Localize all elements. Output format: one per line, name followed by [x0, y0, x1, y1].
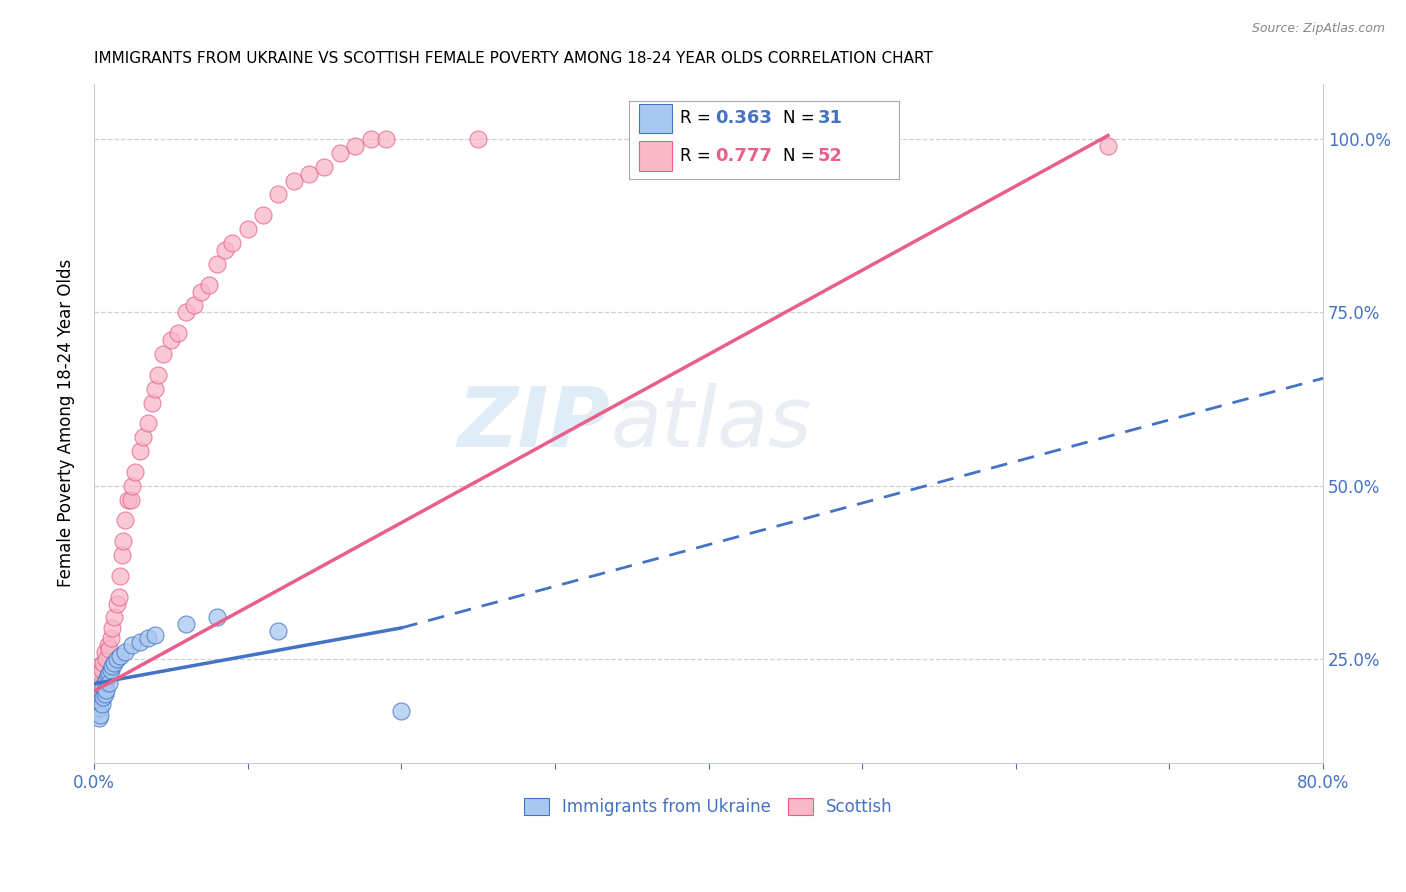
Text: Source: ZipAtlas.com: Source: ZipAtlas.com [1251, 22, 1385, 36]
Point [112, 534, 135, 549]
Point [183, 298, 205, 312]
Point [214, 243, 236, 257]
Point [121, 479, 143, 493]
Point [103, 610, 125, 624]
Point [91, 690, 114, 705]
Point [851, 132, 873, 146]
Point [100, 663, 122, 677]
Y-axis label: Female Poverty Among 18-24 Year Olds: Female Poverty Among 18-24 Year Olds [58, 260, 75, 588]
Point [93, 676, 115, 690]
Point [86, 663, 108, 677]
Point [221, 235, 243, 250]
Point [101, 621, 124, 635]
Point [121, 638, 143, 652]
Point [129, 444, 152, 458]
Point [98, 665, 121, 680]
Text: ZIP: ZIP [457, 383, 610, 464]
Point [159, 333, 181, 347]
Point [314, 160, 336, 174]
Point [114, 645, 136, 659]
Point [132, 430, 155, 444]
Point [108, 569, 131, 583]
Point [96, 683, 118, 698]
Point [145, 628, 167, 642]
Point [108, 648, 131, 663]
Point [190, 285, 212, 299]
Point [148, 368, 170, 382]
Point [87, 690, 110, 705]
Point [105, 597, 128, 611]
Point [89, 707, 111, 722]
Point [90, 663, 112, 677]
Point [93, 645, 115, 659]
Point [360, 132, 382, 146]
Point [120, 492, 142, 507]
Point [205, 257, 228, 271]
Point [252, 208, 274, 222]
Point [103, 656, 125, 670]
Point [89, 665, 111, 680]
Point [87, 711, 110, 725]
Point [267, 624, 290, 639]
Point [89, 700, 111, 714]
Point [110, 548, 132, 562]
Point [91, 656, 114, 670]
Point [84, 669, 107, 683]
Point [84, 704, 107, 718]
Point [141, 395, 163, 409]
Point [117, 492, 139, 507]
Point [129, 634, 152, 648]
Point [91, 680, 114, 694]
Point [96, 673, 118, 687]
Point [90, 697, 112, 711]
Legend: Immigrants from Ukraine, Scottish: Immigrants from Ukraine, Scottish [517, 791, 900, 822]
Point [97, 638, 120, 652]
Point [145, 382, 167, 396]
Point [90, 687, 112, 701]
Point [174, 617, 197, 632]
Point [152, 347, 174, 361]
Point [267, 187, 290, 202]
Point [167, 326, 190, 341]
Text: atlas: atlas [610, 383, 811, 464]
Point [198, 277, 221, 292]
Point [101, 659, 124, 673]
Point [205, 610, 228, 624]
Point [98, 641, 121, 656]
Point [107, 590, 129, 604]
Point [93, 687, 115, 701]
Point [136, 632, 159, 646]
Point [283, 173, 305, 187]
Point [329, 145, 352, 160]
Point [87, 659, 110, 673]
Point [96, 652, 118, 666]
Point [136, 417, 159, 431]
Point [100, 632, 122, 646]
Point [298, 167, 321, 181]
Point [86, 697, 108, 711]
Point [174, 305, 197, 319]
Text: IMMIGRANTS FROM UKRAINE VS SCOTTISH FEMALE POVERTY AMONG 18-24 YEAR OLDS CORRELA: IMMIGRANTS FROM UKRAINE VS SCOTTISH FEMA… [94, 51, 932, 66]
Point [105, 652, 128, 666]
Point [114, 513, 136, 527]
Point [467, 132, 489, 146]
Point [389, 704, 412, 718]
Point [1097, 139, 1119, 153]
Point [374, 132, 396, 146]
Point [97, 669, 120, 683]
Point [344, 139, 367, 153]
Point [124, 465, 146, 479]
Point [98, 676, 121, 690]
Point [236, 222, 259, 236]
